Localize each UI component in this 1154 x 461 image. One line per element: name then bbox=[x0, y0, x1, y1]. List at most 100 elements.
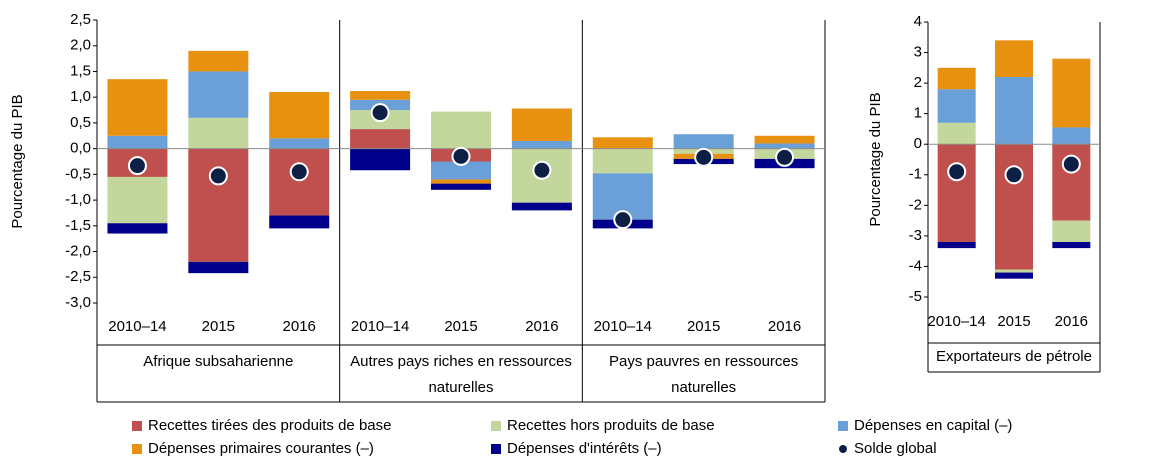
bar-segment bbox=[431, 183, 491, 190]
x-tick-label: 2016 bbox=[525, 318, 558, 335]
bar-segment bbox=[107, 176, 168, 224]
legend-swatch bbox=[491, 421, 501, 431]
solde-dot bbox=[532, 160, 552, 180]
bar-segment bbox=[937, 242, 976, 249]
legend-swatch bbox=[491, 444, 501, 454]
bar-segment bbox=[673, 134, 734, 149]
bar-segment bbox=[431, 111, 491, 149]
x-tick-label: 2015 bbox=[202, 318, 235, 335]
y-tick-label: 3 bbox=[914, 44, 922, 61]
y-tick-label: 2,5 bbox=[70, 11, 91, 28]
bar-segment bbox=[431, 179, 491, 184]
y-tick-label: 1 bbox=[914, 105, 922, 122]
solde-dot bbox=[208, 166, 228, 186]
y-tick-label: 2 bbox=[914, 74, 922, 91]
x-tick-label: 2015 bbox=[997, 313, 1030, 330]
legend-label: Recettes hors produits de base bbox=[507, 417, 715, 434]
solde-dot bbox=[127, 156, 147, 176]
y-tick-label: -2,0 bbox=[65, 243, 91, 260]
x-tick-label: 2016 bbox=[283, 318, 316, 335]
legend-swatch bbox=[838, 421, 848, 431]
bar-segment bbox=[995, 77, 1033, 145]
solde-dot bbox=[947, 162, 967, 182]
bar-segment bbox=[431, 161, 491, 180]
solde-dot bbox=[613, 210, 633, 230]
solde-dot bbox=[1061, 154, 1081, 174]
y-tick-label: 0,0 bbox=[70, 140, 91, 157]
x-tick-label: 2016 bbox=[768, 318, 801, 335]
solde-dot bbox=[289, 162, 309, 182]
bar-segment bbox=[995, 269, 1033, 273]
bar-segment bbox=[754, 143, 815, 149]
y-tick-label: -1,5 bbox=[65, 217, 91, 234]
bar-segment bbox=[511, 140, 572, 149]
bar-segment bbox=[937, 122, 976, 145]
legend-label: Dépenses primaires courantes (–) bbox=[148, 440, 374, 457]
group-label: Pays pauvres en ressources naturelles bbox=[609, 353, 799, 396]
bar-segment bbox=[188, 261, 249, 274]
bar-segment bbox=[269, 148, 330, 216]
y-tick-label: 1,0 bbox=[70, 88, 91, 105]
group-label: Afrique subsaharienne bbox=[143, 353, 294, 370]
bar-segment bbox=[937, 67, 976, 90]
bar-segment bbox=[1052, 58, 1091, 128]
bar-segment bbox=[995, 144, 1033, 270]
bar-segment bbox=[269, 92, 330, 139]
x-tick-label: 2010–14 bbox=[108, 318, 166, 335]
y-tick-label: 4 bbox=[914, 13, 922, 30]
bar-segment bbox=[107, 223, 168, 234]
bar-segment bbox=[269, 138, 330, 149]
legend-swatch bbox=[839, 445, 847, 453]
legend-label: Dépenses d'intérêts (–) bbox=[507, 440, 662, 457]
bar-segment bbox=[995, 40, 1033, 77]
group-label: Exportateurs de pétrole bbox=[936, 348, 1092, 365]
y-tick-label: 0 bbox=[914, 135, 922, 152]
y-tick-label: 2,0 bbox=[70, 37, 91, 54]
solde-dot bbox=[451, 146, 471, 166]
solde-dot bbox=[694, 147, 714, 167]
legend-label: Recettes tirées des produits de base bbox=[148, 417, 391, 434]
y-tick-label: 0,5 bbox=[70, 114, 91, 131]
bar-segment bbox=[107, 135, 168, 149]
bar-segment bbox=[269, 215, 330, 229]
bar-segment bbox=[350, 148, 411, 171]
bar-segment bbox=[511, 202, 572, 211]
y-tick-label: 1,5 bbox=[70, 62, 91, 79]
legend-label: Dépenses en capital (–) bbox=[854, 417, 1012, 434]
bar-segment bbox=[188, 117, 249, 149]
bar-segment bbox=[350, 91, 411, 100]
legend-swatch bbox=[132, 444, 142, 454]
bar-segment bbox=[188, 148, 249, 262]
bar-segment bbox=[937, 89, 976, 123]
bar-segment bbox=[1052, 242, 1091, 249]
bar-segment bbox=[937, 144, 976, 242]
y-axis-label: Pourcentage du PIB bbox=[9, 94, 26, 228]
solde-dot bbox=[775, 147, 795, 167]
x-tick-label: 2016 bbox=[1055, 313, 1088, 330]
legend-label: Solde global bbox=[854, 440, 937, 457]
legend-swatch bbox=[132, 421, 142, 431]
bar-segment bbox=[107, 79, 168, 136]
solde-dot bbox=[1004, 165, 1024, 185]
y-axis-label: Pourcentage du PIB bbox=[867, 92, 884, 226]
bar-segment bbox=[1052, 127, 1091, 145]
bar-segment bbox=[1052, 220, 1091, 242]
x-tick-label: 2010–14 bbox=[351, 318, 409, 335]
bar-segment bbox=[350, 129, 411, 149]
bar-segment bbox=[188, 50, 249, 72]
x-tick-label: 2015 bbox=[444, 318, 477, 335]
y-tick-label: -1 bbox=[909, 166, 922, 183]
bar-segment bbox=[754, 135, 815, 144]
x-tick-label: 2010–14 bbox=[594, 318, 652, 335]
bar-segment bbox=[592, 148, 653, 174]
bar-segment bbox=[995, 272, 1033, 279]
y-tick-label: -0,5 bbox=[65, 165, 91, 182]
bar-segment bbox=[188, 71, 249, 118]
y-tick-label: -3,0 bbox=[65, 294, 91, 311]
y-tick-label: -4 bbox=[909, 257, 922, 274]
bar-segment bbox=[511, 108, 572, 141]
y-tick-label: -1,0 bbox=[65, 191, 91, 208]
group-label: Autres pays riches en ressources naturel… bbox=[350, 353, 572, 396]
